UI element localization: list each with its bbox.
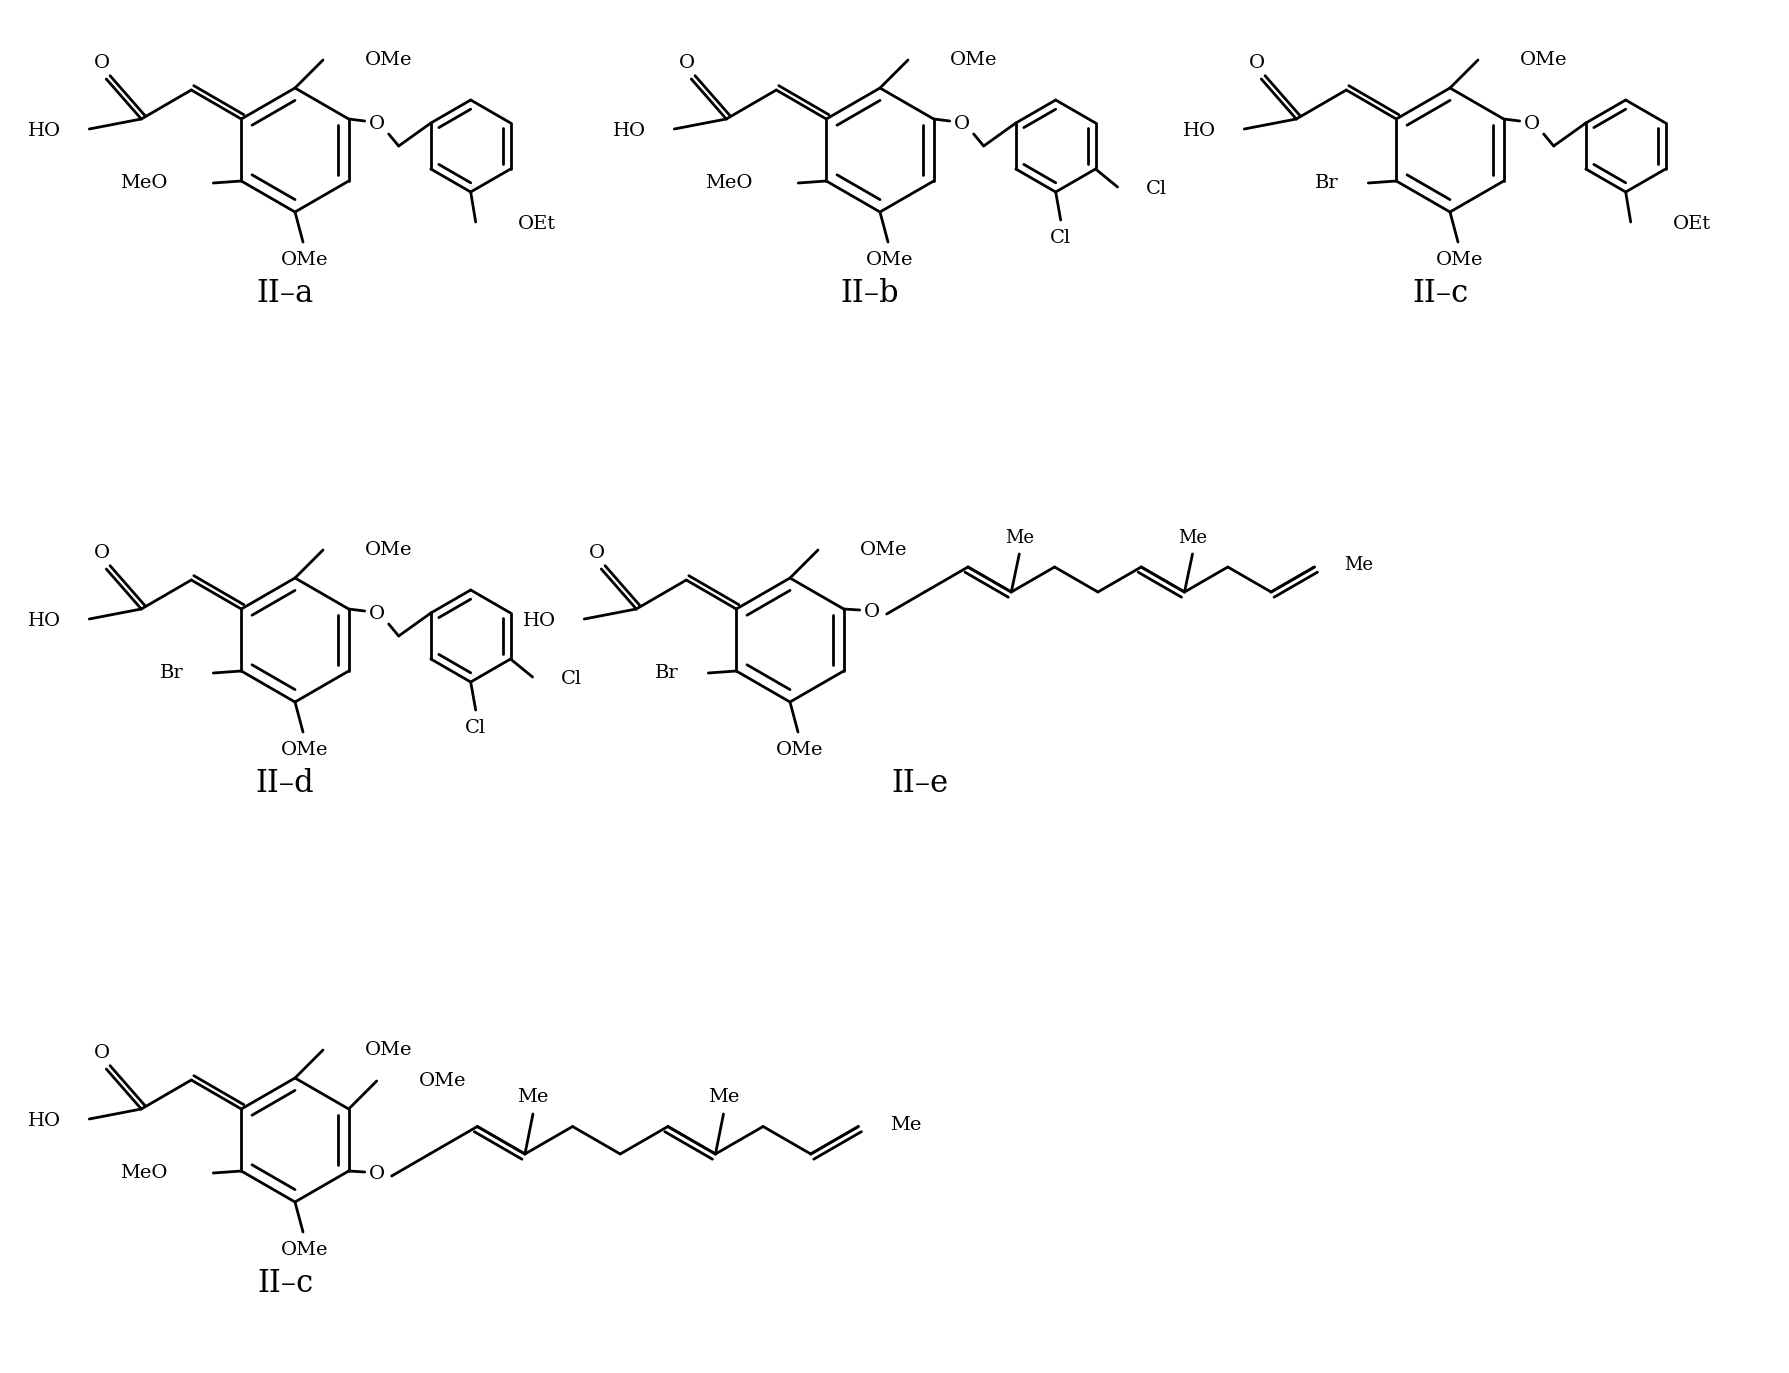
Text: O: O (95, 544, 111, 562)
Text: O: O (1524, 115, 1540, 133)
Text: OMe: OMe (1521, 51, 1567, 69)
Text: OMe: OMe (365, 1041, 413, 1059)
Text: HO: HO (29, 122, 61, 140)
Text: Br: Br (1315, 174, 1338, 192)
Text: OMe: OMe (950, 51, 998, 69)
Text: OMe: OMe (419, 1072, 467, 1090)
Text: Me: Me (1344, 556, 1374, 574)
Text: II–b: II–b (841, 279, 900, 309)
Text: Cl: Cl (1050, 229, 1072, 247)
Text: Me: Me (1177, 529, 1208, 546)
Text: HO: HO (522, 612, 556, 630)
Text: OMe: OMe (776, 741, 823, 759)
Text: Me: Me (708, 1087, 739, 1107)
Text: OMe: OMe (365, 51, 413, 69)
Text: O: O (1249, 54, 1265, 71)
Text: O: O (864, 603, 880, 621)
Text: Br: Br (655, 665, 678, 682)
Text: HO: HO (29, 612, 61, 630)
Text: Me: Me (517, 1087, 549, 1107)
Text: Me: Me (891, 1115, 921, 1134)
Text: OMe: OMe (861, 541, 907, 559)
Text: O: O (369, 605, 385, 623)
Text: HO: HO (1183, 122, 1217, 140)
Text: OMe: OMe (281, 1241, 329, 1259)
Text: MeO: MeO (120, 174, 168, 192)
Text: II–d: II–d (256, 769, 315, 799)
Text: OEt: OEt (1673, 216, 1710, 233)
Text: Cl: Cl (1145, 180, 1166, 198)
Text: O: O (369, 115, 385, 133)
Text: MeO: MeO (120, 1164, 168, 1182)
Text: II–a: II–a (256, 279, 313, 309)
Text: HO: HO (614, 122, 646, 140)
Text: Me: Me (1005, 529, 1034, 546)
Text: O: O (95, 1043, 111, 1061)
Text: II–c: II–c (258, 1269, 313, 1299)
Text: O: O (589, 544, 605, 562)
Text: Cl: Cl (560, 670, 581, 688)
Text: OEt: OEt (517, 216, 556, 233)
Text: OMe: OMe (866, 251, 914, 269)
Text: OMe: OMe (281, 251, 329, 269)
Text: II–e: II–e (891, 769, 948, 799)
Text: OMe: OMe (281, 741, 329, 759)
Text: O: O (680, 54, 696, 71)
Text: O: O (95, 54, 111, 71)
Text: OMe: OMe (365, 541, 413, 559)
Text: II–c: II–c (1412, 279, 1469, 309)
Text: OMe: OMe (1437, 251, 1483, 269)
Text: Cl: Cl (465, 719, 487, 737)
Text: HO: HO (29, 1112, 61, 1130)
Text: O: O (954, 115, 970, 133)
Text: MeO: MeO (705, 174, 753, 192)
Text: Br: Br (159, 665, 182, 682)
Text: O: O (369, 1166, 385, 1184)
